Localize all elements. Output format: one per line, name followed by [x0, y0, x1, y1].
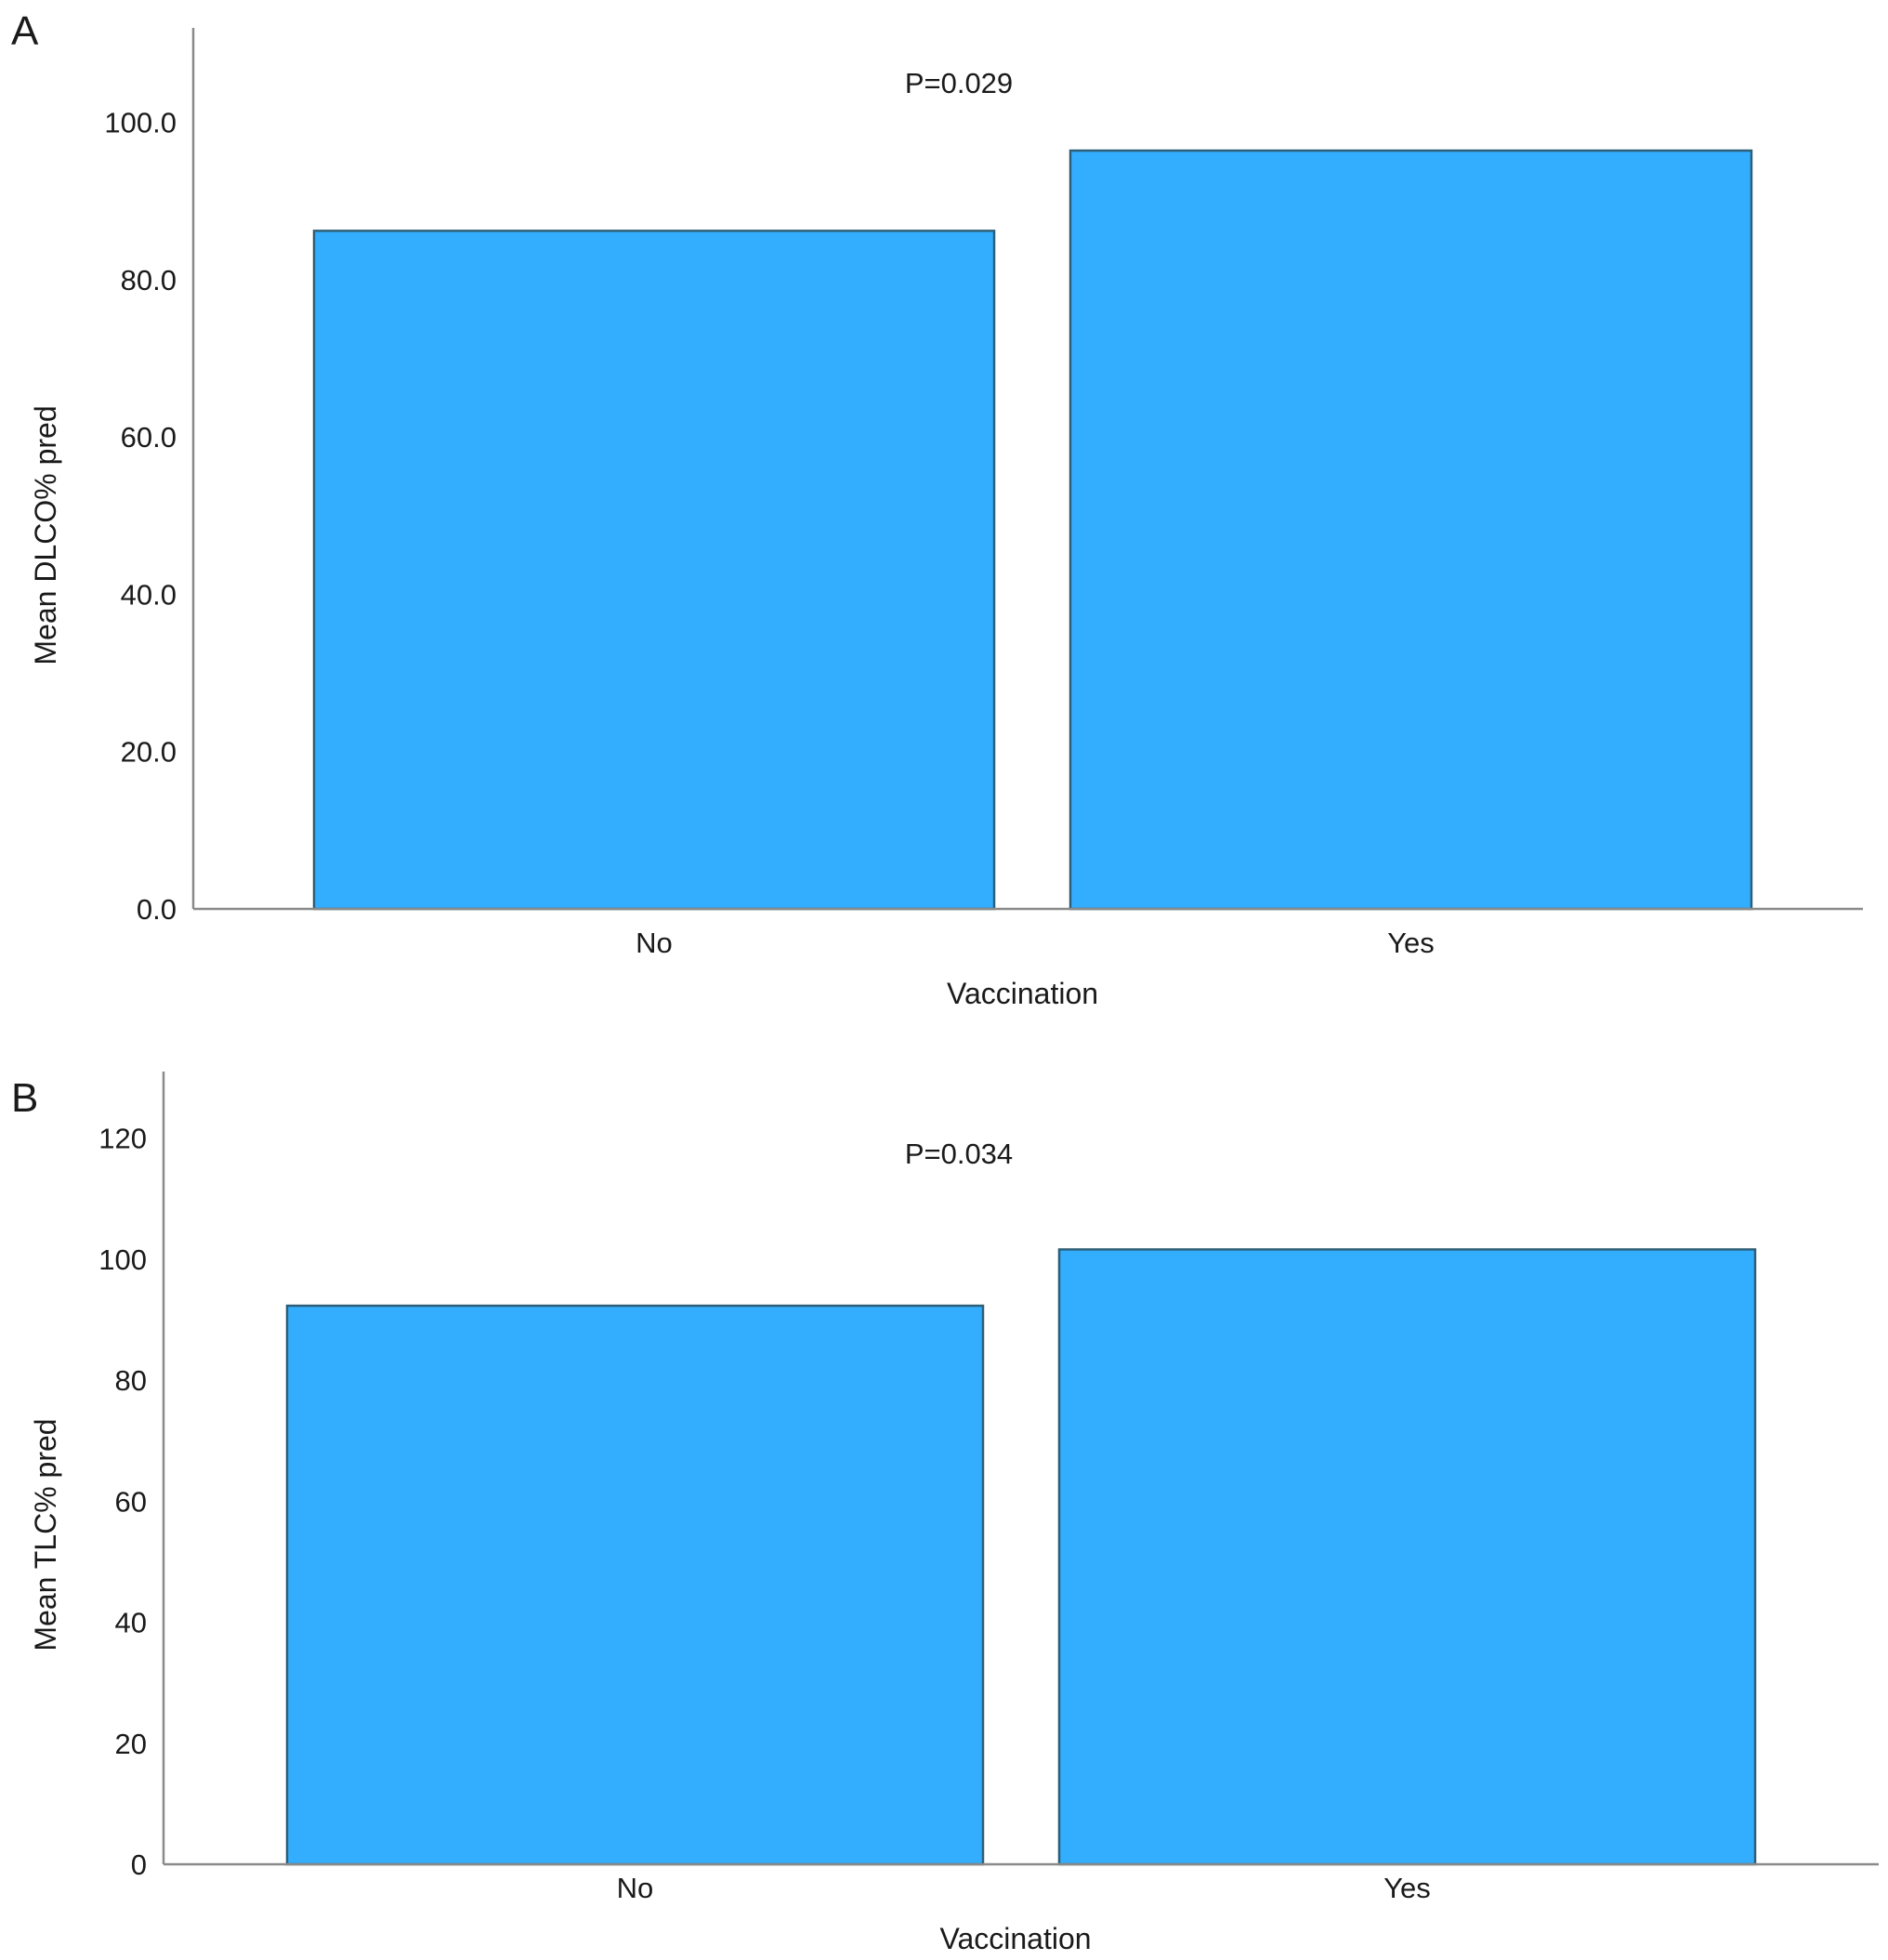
panel-b-x-axis-title: Vaccination: [939, 1922, 1091, 1955]
panel-b-ytick-label: 0: [131, 1848, 147, 1881]
panel-b-letter: B: [11, 1075, 38, 1121]
panel-b-ytick-label: 40: [115, 1607, 147, 1639]
panel-a-xtick-label: No: [636, 927, 673, 959]
panel-b-bar-yes: [1057, 1248, 1757, 1866]
panel-a-ytick-label: 40.0: [121, 578, 177, 611]
panel-a-xtick-label: Yes: [1387, 927, 1435, 959]
panel-b-ytick-label: 20: [115, 1728, 147, 1760]
panel-b-ytick-label: 60: [115, 1485, 147, 1518]
panel-b-bar-no: [285, 1304, 985, 1866]
panel-b-ytick-label: 100: [98, 1243, 147, 1276]
panel-a-y-axis-title: Mean DLCO% pred: [29, 405, 62, 664]
panel-a-ytick-label: 0.0: [137, 893, 177, 926]
panel-a-x-axis-title: Vaccination: [947, 977, 1098, 1010]
panel-b-p-value-annotation: P=0.034: [905, 1138, 1013, 1170]
panel-a-p-value-annotation: P=0.029: [905, 67, 1013, 99]
panel-b-xtick-label: Yes: [1383, 1872, 1431, 1904]
panel-b-xtick-label: No: [617, 1872, 654, 1904]
panel-a-bar-no: [312, 230, 996, 911]
panel-a-ytick-label: 80.0: [121, 264, 177, 296]
panel-a-letter: A: [11, 8, 39, 54]
panel-a-bar-yes: [1069, 149, 1753, 911]
panel-b-ytick-label: 120: [98, 1123, 147, 1155]
panel-a-ytick-label: 20.0: [121, 736, 177, 769]
panel-a-ytick-label: 60.0: [121, 421, 177, 454]
panel-a-ytick-label: 100.0: [104, 107, 177, 139]
panel-b-ytick-label: 80: [115, 1364, 147, 1397]
panel-b-y-axis-title: Mean TLC% pred: [29, 1418, 62, 1651]
